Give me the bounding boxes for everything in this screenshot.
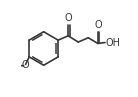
Text: O: O: [21, 60, 29, 71]
Text: OH: OH: [106, 38, 121, 48]
Text: O: O: [94, 20, 102, 30]
Text: O: O: [64, 13, 72, 23]
